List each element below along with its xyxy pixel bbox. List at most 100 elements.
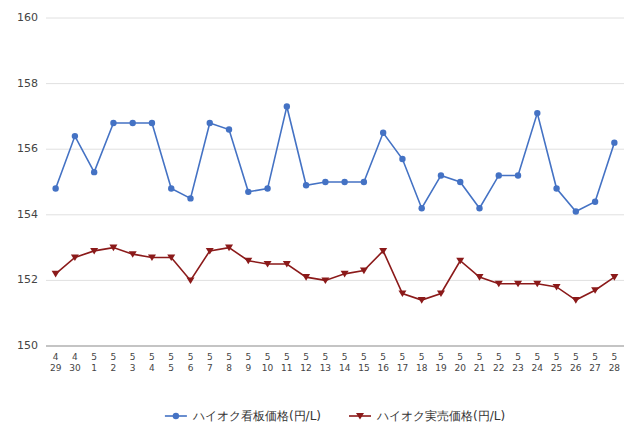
x-tick-label: 514 <box>339 352 351 373</box>
point <box>206 248 214 255</box>
x-tick-label-line: 18 <box>416 363 428 373</box>
point <box>360 268 368 275</box>
x-tick-label-line: 19 <box>435 363 447 373</box>
x-tick-label-line: 9 <box>245 363 251 373</box>
chart: 1501521541561581604294305152535455565758… <box>0 0 640 438</box>
x-tick-label-line: 14 <box>339 363 351 373</box>
x-tick-label-line: 5 <box>400 352 406 362</box>
point <box>91 169 97 175</box>
point <box>457 179 463 185</box>
series-line <box>56 248 615 300</box>
grid-line <box>46 346 624 347</box>
x-tick-label-line: 22 <box>493 363 504 373</box>
point <box>72 133 78 139</box>
x-tick-label-line: 15 <box>358 363 369 373</box>
x-tick-label-line: 5 <box>303 352 309 362</box>
point <box>496 172 502 178</box>
point <box>591 287 599 294</box>
x-tick-label: 515 <box>358 352 369 373</box>
point <box>148 254 156 261</box>
point <box>71 254 79 261</box>
x-tick-label-line: 24 <box>532 363 544 373</box>
point <box>572 297 580 304</box>
x-tick-label: 527 <box>589 352 600 373</box>
y-tick-label: 152 <box>17 273 38 286</box>
point <box>514 281 522 288</box>
point <box>284 103 290 109</box>
x-tick-label-line: 27 <box>589 363 600 373</box>
grid-line <box>46 83 624 84</box>
point <box>419 205 425 211</box>
x-tick-label: 522 <box>493 352 504 373</box>
grid-line <box>46 214 624 215</box>
x-tick-label: 518 <box>416 352 428 373</box>
x-tick-label: 526 <box>570 352 582 373</box>
x-tick-label: 513 <box>320 352 331 373</box>
x-tick-label-line: 5 <box>265 352 271 362</box>
x-tick-label-line: 16 <box>377 363 389 373</box>
x-tick-label-line: 5 <box>534 352 540 362</box>
x-tick-label: 520 <box>455 352 467 373</box>
point <box>303 182 309 188</box>
point <box>225 245 233 252</box>
point <box>283 261 291 268</box>
point <box>129 251 137 258</box>
point <box>476 205 482 211</box>
x-tick-label-line: 7 <box>207 363 213 373</box>
x-tick-label-line: 23 <box>512 363 523 373</box>
point <box>187 195 193 201</box>
x-tick-label-line: 25 <box>551 363 562 373</box>
x-tick-label: 519 <box>435 352 447 373</box>
point <box>109 245 117 252</box>
x-tick-label-line: 4 <box>53 352 59 362</box>
x-tick-label-line: 5 <box>168 363 174 373</box>
legend-label: ハイオク実売価格(円/L) <box>376 409 505 423</box>
x-tick-label: 52 <box>111 352 117 373</box>
x-tick-label-line: 5 <box>457 352 463 362</box>
legend-label: ハイオク看板価格(円/L) <box>192 409 321 423</box>
x-tick-label-line: 5 <box>342 352 348 362</box>
x-tick-label-line: 5 <box>130 352 136 362</box>
x-tick-label: 429 <box>50 352 62 373</box>
point <box>573 208 579 214</box>
point <box>341 271 349 278</box>
x-tick-label-line: 5 <box>611 352 617 362</box>
point <box>456 258 464 265</box>
point <box>321 277 329 284</box>
point <box>592 198 598 204</box>
point <box>437 291 445 298</box>
x-tick-label-line: 5 <box>496 352 502 362</box>
point <box>90 248 98 255</box>
x-tick-label-line: 30 <box>69 363 81 373</box>
x-tick-label-line: 6 <box>188 363 194 373</box>
point <box>341 179 347 185</box>
point <box>264 261 272 268</box>
legend-marker <box>356 413 364 420</box>
x-tick-label-line: 5 <box>284 352 290 362</box>
x-tick-label-line: 5 <box>322 352 328 362</box>
point <box>380 130 386 136</box>
y-axis: 150152154156158160 <box>17 11 38 352</box>
legend-item: ハイオク実売価格(円/L) <box>349 409 505 423</box>
x-tick-label: 54 <box>149 352 155 373</box>
x-tick-label: 521 <box>474 352 485 373</box>
x-tick-label-line: 5 <box>91 352 97 362</box>
x-tick-label-line: 11 <box>281 363 292 373</box>
x-tick-label-line: 5 <box>477 352 483 362</box>
x-tick-label-line: 5 <box>380 352 386 362</box>
x-tick-label-line: 5 <box>573 352 579 362</box>
x-tick-label-line: 29 <box>50 363 62 373</box>
legend-item: ハイオク看板価格(円/L) <box>165 409 321 423</box>
point <box>264 185 270 191</box>
point <box>553 185 559 191</box>
point <box>495 281 503 288</box>
point <box>398 291 406 298</box>
x-tick-label: 58 <box>226 352 232 373</box>
plot-area <box>52 103 619 303</box>
x-tick-label-line: 5 <box>226 352 232 362</box>
x-tick-label-line: 5 <box>149 352 155 362</box>
x-tick-label-line: 5 <box>438 352 444 362</box>
x-tick-label: 511 <box>281 352 292 373</box>
x-tick-label: 510 <box>262 352 274 373</box>
x-tick-label: 59 <box>245 352 251 373</box>
